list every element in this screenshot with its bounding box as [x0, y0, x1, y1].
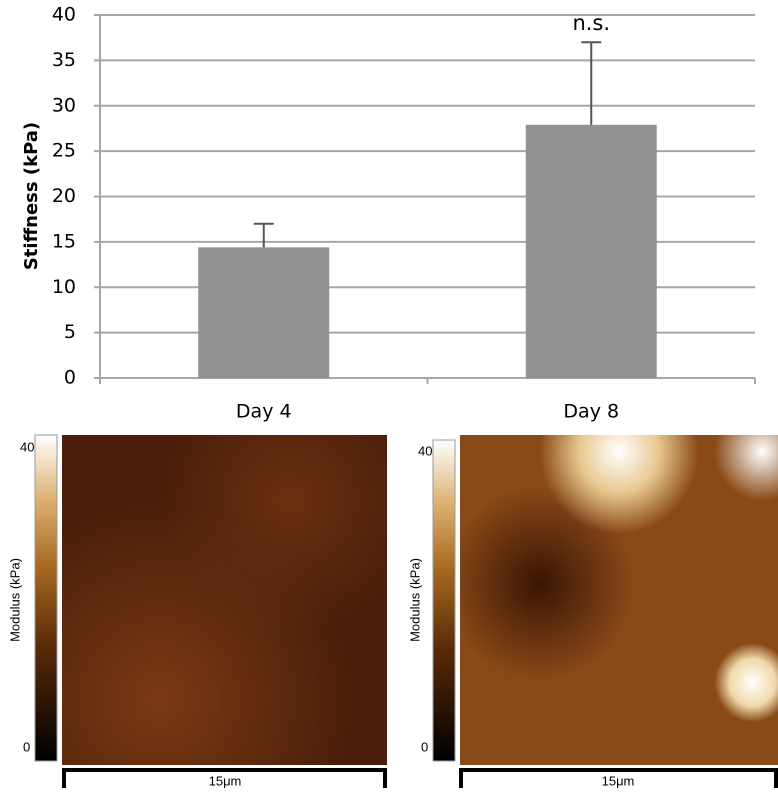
- y-tick-label: 20: [52, 185, 76, 207]
- annotation: n.s.: [572, 11, 610, 35]
- y-tick-label: 0: [64, 367, 76, 389]
- bar: [525, 124, 657, 379]
- y-tick-label: 10: [52, 276, 76, 298]
- colorbar-tick-label: 40: [418, 443, 432, 458]
- colorbar-tick-label: 40: [20, 439, 34, 454]
- error-bar: [253, 222, 274, 248]
- colorbar-tick-label: 0: [421, 739, 428, 754]
- colorbar-tick-label: 0: [23, 739, 30, 754]
- y-tick-label: 40: [52, 4, 76, 26]
- y-axis-title: Stiffness (kPa): [21, 122, 42, 270]
- bar: [198, 247, 330, 378]
- afm-image-texture: [460, 435, 778, 765]
- y-tick-label: 5: [64, 321, 76, 343]
- scale-bar-label: 15μm: [209, 773, 242, 788]
- scale-bar: [62, 768, 387, 788]
- colorbar-label: Modulus (kPa): [7, 558, 22, 642]
- x-tick-label: Day 8: [563, 401, 619, 423]
- error-bar: [581, 41, 602, 125]
- colorbar: [34, 434, 58, 762]
- scale-bar-label: 15μm: [602, 773, 635, 788]
- colorbar-label: Modulus (kPa): [407, 558, 422, 642]
- afm-panels: [34, 434, 778, 788]
- bar-chart: Stiffness (kPa): [21, 122, 42, 270]
- scale-bar: [459, 768, 778, 788]
- afm-image-texture: [62, 435, 387, 765]
- colorbar: [432, 439, 456, 762]
- y-tick-label: 15: [52, 230, 76, 252]
- y-tick-label: 25: [52, 140, 76, 162]
- x-tick-label: Day 4: [236, 401, 292, 423]
- y-tick-label: 30: [52, 94, 76, 116]
- y-tick-label: 35: [52, 49, 76, 71]
